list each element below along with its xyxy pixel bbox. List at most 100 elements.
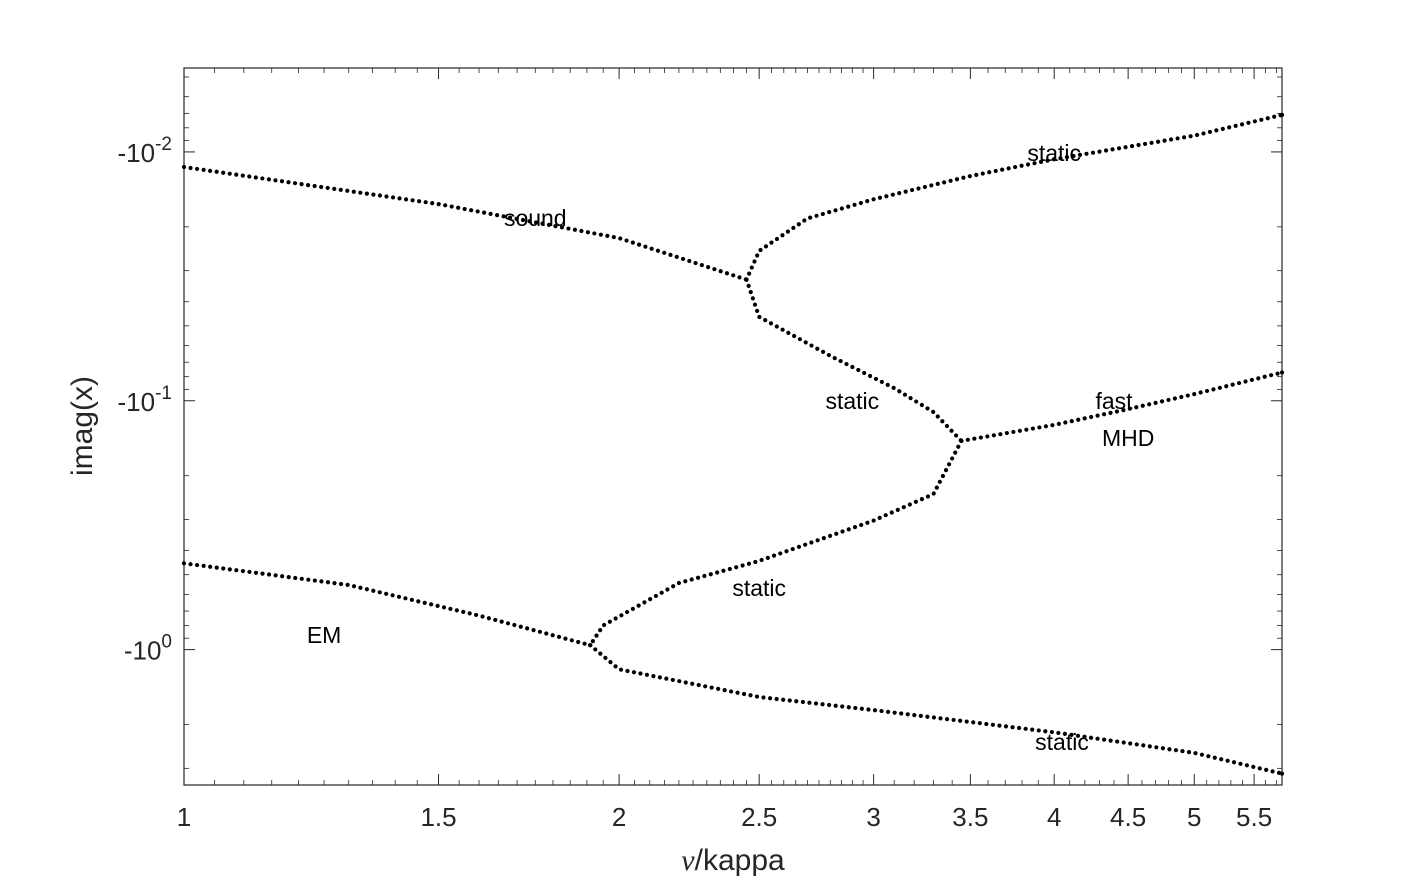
data-point: [590, 639, 595, 644]
data-point: [312, 183, 317, 189]
data-point: [1038, 159, 1044, 164]
data-point: [319, 579, 324, 584]
data-point: [734, 565, 739, 570]
data-point: [273, 178, 278, 183]
data-point: [931, 715, 937, 720]
data-point: [897, 191, 902, 196]
data-point: [755, 253, 760, 258]
data-point: [1056, 730, 1061, 736]
data-point: [643, 244, 648, 249]
data-point: [351, 189, 356, 194]
data-point: [332, 581, 337, 586]
data-point: [585, 230, 590, 235]
data-point: [1116, 146, 1122, 151]
data-point: [873, 376, 879, 382]
data-point: [747, 271, 752, 276]
data-point: [1011, 429, 1016, 435]
data-point: [1017, 725, 1022, 731]
data-point: [1246, 120, 1251, 125]
data-point: [890, 192, 895, 197]
data-point: [746, 283, 751, 288]
data-point: [735, 690, 740, 695]
data-point: [785, 229, 791, 234]
data-point: [808, 215, 813, 220]
data-point: [1272, 114, 1277, 119]
data-point: [240, 173, 245, 178]
data-point: [1251, 764, 1256, 769]
data-point: [1217, 385, 1222, 390]
data-point: [755, 308, 760, 313]
x-tick-label: 4: [1047, 802, 1061, 832]
data-point: [1270, 769, 1275, 774]
data-point: [971, 720, 976, 725]
data-point: [475, 209, 480, 214]
data-point: [858, 200, 863, 206]
data-point: [1141, 743, 1146, 748]
data-point: [1082, 416, 1087, 421]
data-point: [674, 254, 679, 259]
data-point: [598, 232, 603, 237]
data-point: [1179, 394, 1184, 400]
data-point: [319, 184, 324, 190]
data-point: [181, 164, 187, 170]
annotation-label: static: [1027, 140, 1081, 166]
x-tick-label: 5.5: [1236, 802, 1272, 832]
data-point: [537, 629, 543, 634]
data-point: [1168, 137, 1174, 142]
data-point: [1006, 166, 1011, 171]
plot-area: [183, 67, 1283, 786]
data-point: [1030, 426, 1035, 431]
data-point: [839, 206, 844, 211]
data-point: [403, 197, 409, 202]
data-point: [1188, 134, 1193, 139]
data-point: [1219, 757, 1224, 762]
data-point: [919, 497, 925, 502]
data-point: [1149, 140, 1154, 145]
data-point: [708, 572, 713, 577]
data-point: [899, 711, 904, 716]
data-point: [1088, 735, 1094, 740]
data-point: [997, 723, 1002, 728]
x-axis-label-text: /kappa: [695, 844, 785, 877]
data-point: [1279, 370, 1285, 375]
data-point: [1147, 744, 1152, 749]
data-point: [559, 225, 565, 230]
data-point: [826, 702, 832, 708]
data-point: [1110, 147, 1115, 152]
data-point: [703, 684, 708, 689]
data-point: [1032, 161, 1037, 166]
series-5: [181, 561, 593, 648]
data-point: [474, 612, 479, 618]
data-point: [737, 275, 742, 280]
data-point: [871, 197, 876, 202]
data-point: [741, 691, 747, 697]
data-point: [877, 195, 883, 200]
data-point: [925, 714, 930, 719]
data-point: [598, 628, 603, 633]
data-point: [980, 171, 985, 176]
data-point: [624, 238, 629, 243]
data-point: [1155, 139, 1161, 144]
data-point: [234, 172, 239, 177]
data-point: [757, 314, 762, 320]
data-point: [774, 236, 780, 242]
data-point: [613, 664, 618, 669]
data-point: [746, 561, 752, 566]
data-point: [892, 710, 897, 715]
data-point: [948, 178, 953, 183]
data-point: [435, 603, 440, 608]
y-tick-label-exponent: 0: [161, 632, 172, 653]
data-point: [546, 222, 552, 227]
data-point: [221, 170, 226, 175]
data-point: [1198, 390, 1203, 395]
data-point: [194, 166, 200, 172]
series-4: [588, 438, 964, 648]
data-point: [1108, 410, 1113, 415]
data-point: [787, 698, 792, 703]
series-points: [181, 112, 1285, 776]
data-point: [1256, 376, 1261, 381]
data-point: [540, 221, 545, 226]
data-point: [1238, 761, 1243, 766]
data-point: [657, 675, 662, 680]
data-point: [1175, 136, 1180, 141]
